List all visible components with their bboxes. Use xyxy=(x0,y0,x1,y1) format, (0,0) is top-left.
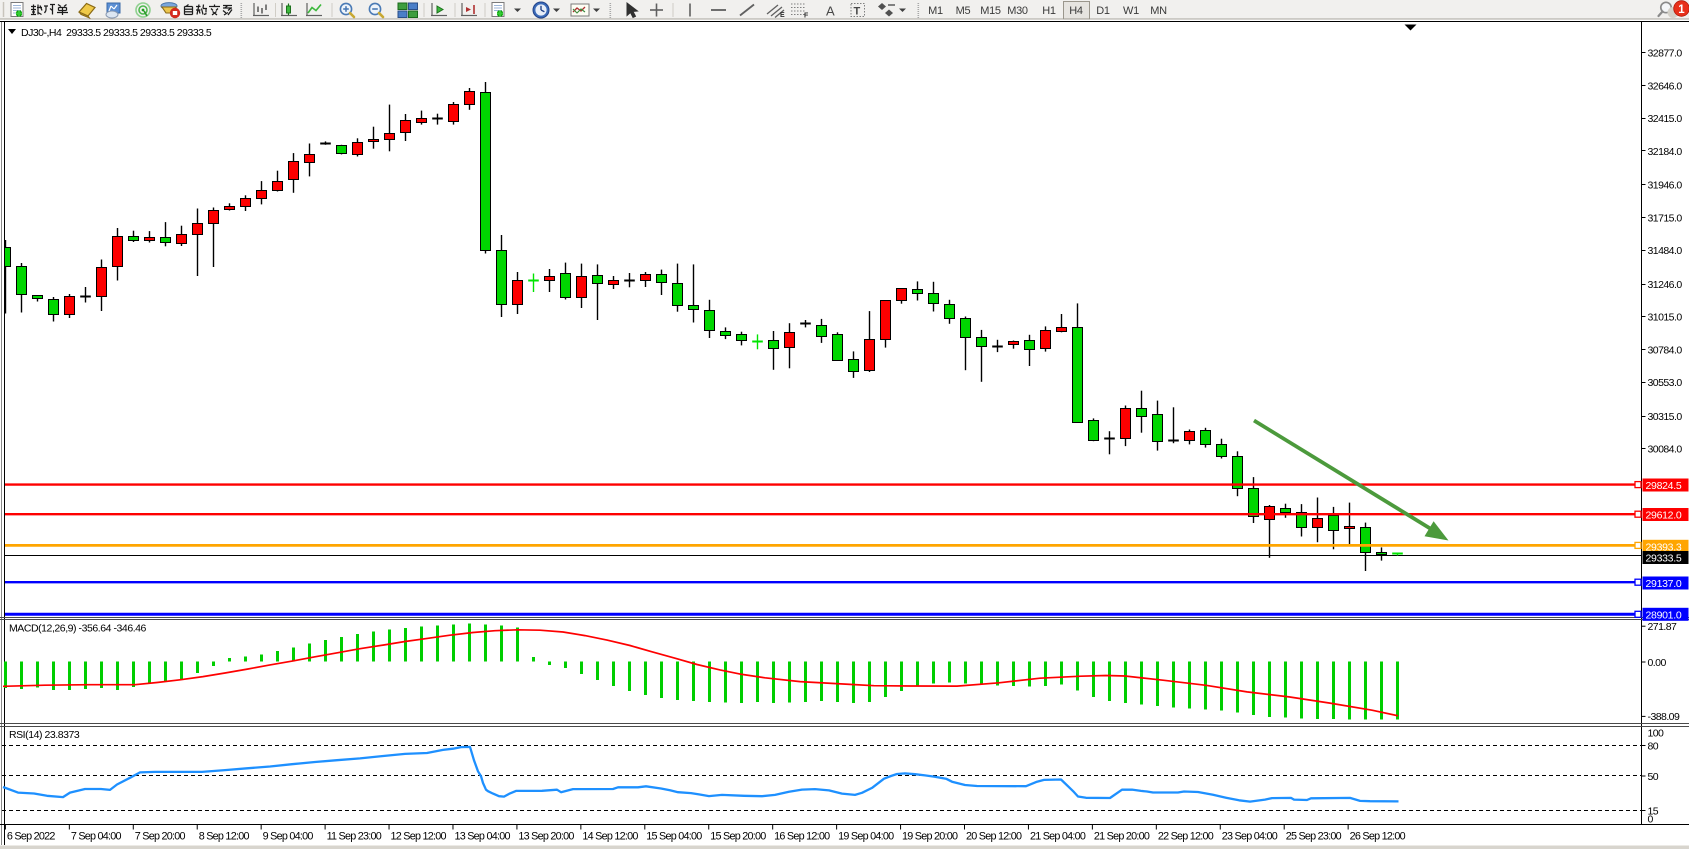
svg-text:19 Sep 20:00: 19 Sep 20:00 xyxy=(902,831,958,843)
svg-text:26 Sep 12:00: 26 Sep 12:00 xyxy=(1350,831,1406,843)
svg-text:M1: M1 xyxy=(928,5,943,17)
svg-text:31484.0: 31484.0 xyxy=(1648,245,1683,257)
svg-text:271.87: 271.87 xyxy=(1648,621,1678,633)
svg-text:RSI(14) 23.8373: RSI(14) 23.8373 xyxy=(9,729,80,741)
svg-text:29137.0: 29137.0 xyxy=(1646,578,1682,590)
svg-text:MACD(12,26,9) -356.64 -346.46: MACD(12,26,9) -356.64 -346.46 xyxy=(9,622,147,634)
svg-text:28901.0: 28901.0 xyxy=(1646,609,1682,621)
svg-text:32415.0: 32415.0 xyxy=(1648,113,1683,125)
svg-text:W1: W1 xyxy=(1123,5,1139,17)
svg-text:30553.0: 30553.0 xyxy=(1648,377,1683,389)
svg-text:32184.0: 32184.0 xyxy=(1648,146,1683,158)
svg-text:13 Sep 04:00: 13 Sep 04:00 xyxy=(454,831,510,843)
svg-text:0: 0 xyxy=(1648,813,1654,825)
svg-text:21 Sep 04:00: 21 Sep 04:00 xyxy=(1030,831,1086,843)
svg-text:F: F xyxy=(804,13,809,20)
svg-text:7 Sep 20:00: 7 Sep 20:00 xyxy=(135,831,186,843)
svg-text:7 Sep 04:00: 7 Sep 04:00 xyxy=(71,831,122,843)
svg-text:6 Sep 2022: 6 Sep 2022 xyxy=(7,831,55,843)
svg-text:H4: H4 xyxy=(1069,5,1083,17)
svg-text:M5: M5 xyxy=(956,5,971,17)
svg-text:29612.0: 29612.0 xyxy=(1646,510,1682,522)
svg-text:30315.0: 30315.0 xyxy=(1648,411,1683,423)
svg-text:16 Sep 12:00: 16 Sep 12:00 xyxy=(774,831,830,843)
svg-text:15 Sep 20:00: 15 Sep 20:00 xyxy=(710,831,766,843)
svg-text:A: A xyxy=(826,4,835,19)
svg-text:100: 100 xyxy=(1648,727,1664,739)
svg-text:29824.5: 29824.5 xyxy=(1646,480,1682,492)
svg-text:80: 80 xyxy=(1648,740,1659,752)
svg-text:13 Sep 20:00: 13 Sep 20:00 xyxy=(518,831,574,843)
svg-text:31946.0: 31946.0 xyxy=(1648,180,1683,192)
svg-text:23 Sep 04:00: 23 Sep 04:00 xyxy=(1222,831,1278,843)
svg-text:M15: M15 xyxy=(980,5,1001,17)
svg-text:1: 1 xyxy=(1678,4,1685,16)
svg-text:31246.0: 31246.0 xyxy=(1648,279,1683,291)
svg-text:T: T xyxy=(854,6,861,18)
svg-text:12 Sep 12:00: 12 Sep 12:00 xyxy=(391,831,447,843)
svg-text:22 Sep 12:00: 22 Sep 12:00 xyxy=(1158,831,1214,843)
svg-text:15: 15 xyxy=(1648,805,1659,817)
svg-text:D1: D1 xyxy=(1096,5,1110,17)
svg-text:19 Sep 04:00: 19 Sep 04:00 xyxy=(838,831,894,843)
svg-text:25 Sep 23:00: 25 Sep 23:00 xyxy=(1286,831,1342,843)
svg-text:9 Sep 04:00: 9 Sep 04:00 xyxy=(263,831,314,843)
svg-text:0.00: 0.00 xyxy=(1648,657,1667,669)
svg-text:20 Sep 12:00: 20 Sep 12:00 xyxy=(966,831,1022,843)
svg-text:30084.0: 30084.0 xyxy=(1648,444,1683,456)
svg-text:8 Sep 12:00: 8 Sep 12:00 xyxy=(199,831,250,843)
svg-text:32646.0: 32646.0 xyxy=(1648,80,1683,92)
svg-text:14 Sep 12:00: 14 Sep 12:00 xyxy=(582,831,638,843)
svg-text:DJ30-,H4 29333.5 29333.5 2933: DJ30-,H4 29333.5 29333.5 29333.5 29333.5 xyxy=(21,27,212,39)
svg-text:29333.5: 29333.5 xyxy=(1646,553,1682,565)
svg-text:30784.0: 30784.0 xyxy=(1648,344,1683,356)
svg-text:21 Sep 20:00: 21 Sep 20:00 xyxy=(1094,831,1150,843)
svg-text:M30: M30 xyxy=(1007,5,1028,17)
svg-text:11 Sep 23:00: 11 Sep 23:00 xyxy=(327,831,382,843)
svg-text:15 Sep 04:00: 15 Sep 04:00 xyxy=(646,831,702,843)
svg-text:29393.3: 29393.3 xyxy=(1646,541,1682,553)
svg-text:31715.0: 31715.0 xyxy=(1648,212,1683,224)
svg-text:MN: MN xyxy=(1150,5,1167,17)
svg-text:32877.0: 32877.0 xyxy=(1648,48,1683,60)
svg-text:H1: H1 xyxy=(1042,5,1056,17)
svg-text:-388.09: -388.09 xyxy=(1648,711,1680,723)
svg-text:E: E xyxy=(780,12,785,19)
svg-text:50: 50 xyxy=(1648,771,1659,783)
svg-text:31015.0: 31015.0 xyxy=(1648,312,1683,324)
